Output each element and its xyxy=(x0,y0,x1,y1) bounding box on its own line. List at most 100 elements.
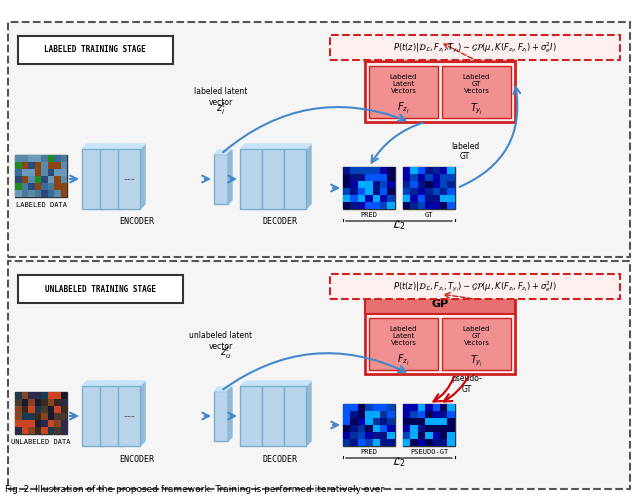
Bar xyxy=(15,392,22,399)
Bar xyxy=(447,195,455,202)
Polygon shape xyxy=(118,381,145,386)
Bar xyxy=(387,404,395,411)
Bar xyxy=(47,399,54,406)
Bar xyxy=(47,183,54,190)
Bar xyxy=(100,149,122,209)
Polygon shape xyxy=(122,144,127,209)
Bar xyxy=(28,427,35,434)
Bar xyxy=(372,167,380,174)
Bar xyxy=(433,425,440,432)
Bar xyxy=(447,181,455,188)
Bar xyxy=(372,404,380,411)
Bar xyxy=(433,181,440,188)
Bar xyxy=(35,183,41,190)
Bar xyxy=(28,399,35,406)
Bar xyxy=(351,404,358,411)
Polygon shape xyxy=(240,144,267,149)
Bar xyxy=(365,411,372,418)
Bar xyxy=(447,432,455,439)
Text: DECODER: DECODER xyxy=(262,218,297,227)
Bar xyxy=(403,432,410,439)
Bar xyxy=(418,418,425,425)
Polygon shape xyxy=(262,381,267,446)
Polygon shape xyxy=(118,144,145,149)
Bar xyxy=(35,155,41,162)
Bar xyxy=(447,404,455,411)
Bar xyxy=(433,411,440,418)
Bar xyxy=(351,439,358,446)
Bar xyxy=(41,420,47,427)
Bar xyxy=(440,202,447,209)
Bar xyxy=(358,425,365,432)
Bar xyxy=(380,439,387,446)
Bar xyxy=(351,167,358,174)
Bar xyxy=(41,183,47,190)
Polygon shape xyxy=(82,381,109,386)
Bar xyxy=(22,183,28,190)
Polygon shape xyxy=(262,144,267,209)
Text: PSEUDO-GT: PSEUDO-GT xyxy=(410,449,448,455)
Bar xyxy=(343,425,351,432)
Bar xyxy=(15,413,22,420)
Bar xyxy=(365,188,372,195)
Bar xyxy=(351,418,358,425)
Bar xyxy=(440,404,447,411)
Text: $\mathcal{L}_2$: $\mathcal{L}_2$ xyxy=(392,455,406,469)
Bar xyxy=(387,439,395,446)
Bar xyxy=(343,411,351,418)
Polygon shape xyxy=(228,150,232,204)
Bar xyxy=(425,425,433,432)
Bar xyxy=(15,190,22,197)
Bar xyxy=(54,162,61,169)
Bar xyxy=(387,425,395,432)
Bar xyxy=(343,439,351,446)
Bar xyxy=(433,439,440,446)
Bar xyxy=(358,167,365,174)
Bar xyxy=(440,181,447,188)
Bar xyxy=(372,432,380,439)
Bar xyxy=(440,425,447,432)
Polygon shape xyxy=(284,144,311,149)
Bar xyxy=(358,432,365,439)
Bar xyxy=(403,411,410,418)
Bar xyxy=(365,432,372,439)
Bar xyxy=(22,162,28,169)
Bar xyxy=(47,162,54,169)
Polygon shape xyxy=(100,381,127,386)
Bar xyxy=(365,174,372,181)
Bar xyxy=(61,399,67,406)
Bar xyxy=(372,188,380,195)
Bar xyxy=(418,188,425,195)
Bar xyxy=(418,411,425,418)
Bar xyxy=(15,176,22,183)
Bar xyxy=(369,318,438,370)
Bar xyxy=(22,399,28,406)
Bar xyxy=(442,318,511,370)
Bar xyxy=(380,188,387,195)
Text: Labeled
GT
Vectors: Labeled GT Vectors xyxy=(463,74,490,94)
Bar xyxy=(380,432,387,439)
Bar xyxy=(351,425,358,432)
Polygon shape xyxy=(284,144,289,209)
Bar xyxy=(54,420,61,427)
Bar xyxy=(410,439,418,446)
Text: UNLABELED TRAINING STAGE: UNLABELED TRAINING STAGE xyxy=(45,284,156,294)
Bar xyxy=(410,202,418,209)
Bar xyxy=(54,413,61,420)
Bar xyxy=(8,261,630,489)
Polygon shape xyxy=(240,381,267,386)
Bar xyxy=(28,420,35,427)
Bar xyxy=(214,154,228,204)
Text: $T_{y_l}$: $T_{y_l}$ xyxy=(470,353,483,368)
Bar xyxy=(403,439,410,446)
Bar xyxy=(425,188,433,195)
Bar xyxy=(61,176,67,183)
Bar xyxy=(440,432,447,439)
Bar xyxy=(28,169,35,176)
Polygon shape xyxy=(262,144,289,149)
Bar xyxy=(410,188,418,195)
Bar xyxy=(447,174,455,181)
Bar xyxy=(425,195,433,202)
Bar xyxy=(47,190,54,197)
Bar xyxy=(22,169,28,176)
